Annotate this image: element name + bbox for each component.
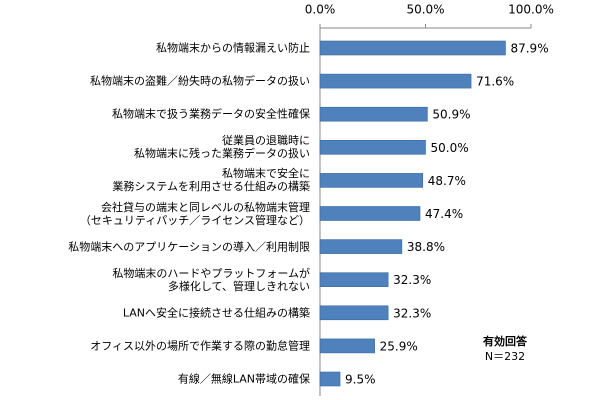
category-label: LANへ安全に接続させる仕組みの構築 <box>122 306 310 320</box>
bar <box>319 371 341 387</box>
category-label: 私物端末のハードやプラットフォームが 多様化して、管理しきれない <box>112 266 310 293</box>
value-label: 71.6% <box>476 75 514 89</box>
category-label: 従業員の退職時に 私物端末に残った業務データの扱い <box>134 134 310 161</box>
value-label: 9.5% <box>345 373 376 387</box>
x-tick-label: 100.0% <box>508 3 554 17</box>
value-label: 38.8% <box>407 240 445 254</box>
value-label: 50.9% <box>432 108 470 122</box>
x-tick-label: 50.0% <box>406 3 444 17</box>
value-label: 25.9% <box>380 339 418 353</box>
value-label: 48.7% <box>428 174 466 188</box>
bar <box>319 305 389 321</box>
category-label: オフィス以外の場所で作業する際の勤怠管理 <box>90 339 310 353</box>
value-label: 47.4% <box>425 207 463 221</box>
annotation-text: N＝232 <box>484 350 526 363</box>
category-label: 有線／無線LAN帯域の確保 <box>177 372 310 386</box>
x-tick-label: 0.0% <box>305 3 336 17</box>
value-label: 32.3% <box>393 306 431 320</box>
value-label: 87.9% <box>510 42 548 56</box>
annotation-title: 有効回答 <box>483 335 527 348</box>
value-label: 32.3% <box>393 273 431 287</box>
bar <box>319 272 389 288</box>
category-label: 私物端末へのアプリケーションの導入／利用制限 <box>68 240 310 254</box>
bar <box>319 140 426 155</box>
bar <box>319 40 506 56</box>
bar <box>319 206 421 221</box>
category-label: 会社貸与の端末と同レベルの私物端末管理 （セキュリティパッチ／ライセンス管理など… <box>79 200 310 227</box>
bar <box>319 239 403 254</box>
bar <box>319 338 375 354</box>
bar <box>319 73 472 89</box>
bar <box>319 106 428 122</box>
category-label: 私物端末で扱う業務データの安全性確保 <box>112 107 310 121</box>
category-label: 私物端末の盗難／紛失時の私物データの扱い <box>90 74 310 88</box>
category-label: 私物端末で安全に 業務システムを利用させる仕組みの構築 <box>112 167 310 194</box>
category-label: 私物端末からの情報漏えい防止 <box>156 41 310 55</box>
bar <box>319 173 424 188</box>
value-label: 50.0% <box>431 141 469 155</box>
